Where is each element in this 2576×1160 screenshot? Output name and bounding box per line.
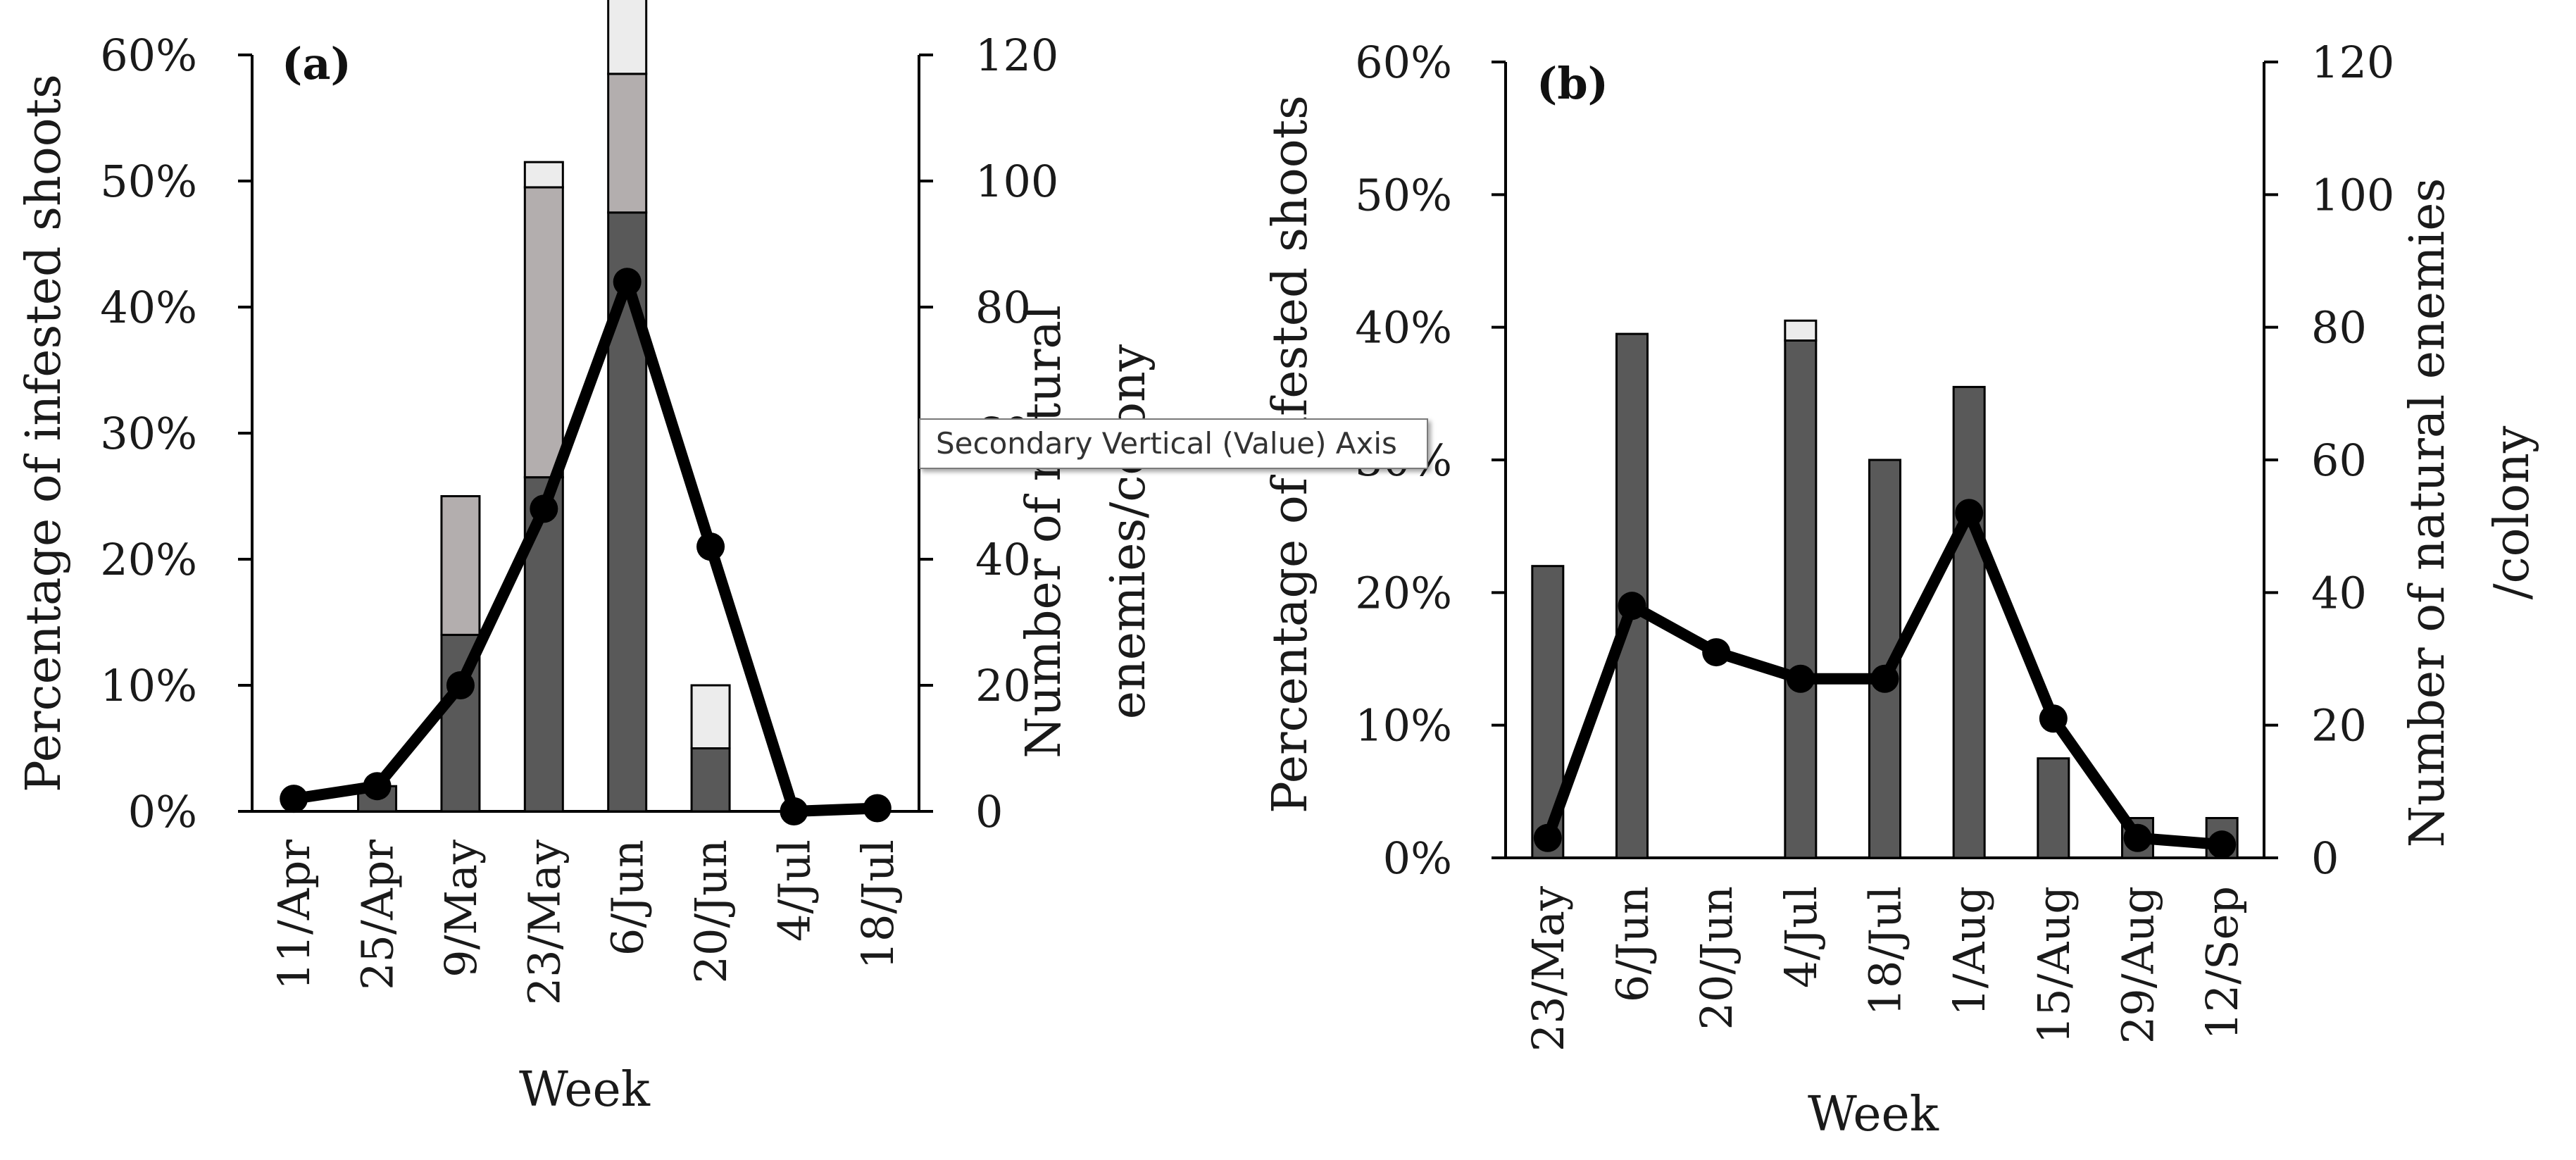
bar-light	[523, 161, 564, 189]
y-tick-label: 60%	[100, 30, 197, 81]
panel-label: (b)	[1537, 58, 1608, 109]
y-tick-label: 20%	[100, 534, 197, 585]
y-tick-label: 10%	[1355, 700, 1452, 751]
y-tick-label: 10%	[100, 660, 197, 711]
line-point	[530, 494, 558, 523]
y2-tick-label: 20	[975, 660, 1031, 711]
y2-axis-title-line: /colony	[2484, 425, 2540, 599]
y-tick-label: 40%	[100, 282, 197, 333]
x-tick-label: 20/Jun	[685, 840, 737, 984]
x-tick-label: 18/Jul	[852, 840, 904, 969]
x-tick-label: 25/Apr	[352, 840, 404, 990]
y-tick-label: 50%	[100, 156, 197, 207]
bar-mid	[523, 186, 564, 479]
line-point	[1702, 638, 1731, 667]
y-tick-label: 30%	[100, 408, 197, 459]
bar-light	[1784, 319, 1818, 342]
y2-tick-label: 120	[2311, 37, 2394, 88]
x-tick-label: 1/Aug	[1944, 886, 1995, 1016]
x-axis-title: Week	[519, 1062, 651, 1118]
bar-mid	[607, 73, 648, 214]
line-point	[613, 268, 642, 297]
y2-axis-title-line: Number of natural enemies	[2400, 178, 2456, 848]
y2-tick-label: 0	[975, 786, 1003, 837]
y-tick-label: 60%	[1355, 37, 1452, 88]
x-tick-label: 9/May	[435, 840, 487, 978]
y-tick-label: 20%	[1355, 567, 1452, 618]
y-tick-label: 0%	[1383, 832, 1452, 884]
y2-tick-label: 20	[2311, 700, 2367, 751]
y-tick-label: 50%	[1355, 169, 1452, 220]
bar-dark	[1952, 385, 1986, 859]
x-tick-label: 23/May	[1523, 886, 1574, 1052]
y2-tick-label: 120	[975, 30, 1058, 81]
line-point	[1786, 664, 1815, 693]
x-tick-label: 12/Sep	[2196, 886, 2248, 1040]
y2-tick-label: 100	[975, 156, 1058, 207]
x-tick-label: 23/May	[518, 840, 570, 1005]
natural-enemies-line	[292, 276, 878, 817]
x-tick-label: 29/Aug	[2113, 886, 2164, 1044]
bar-mid	[440, 495, 481, 636]
line-point	[1618, 592, 1646, 620]
bar-light	[690, 684, 731, 749]
panel-label: (a)	[282, 38, 351, 89]
line-point	[780, 797, 808, 825]
line-point	[696, 532, 725, 561]
y2-tick-label: 60	[2311, 435, 2367, 486]
y2-tick-label: 80	[2311, 302, 2367, 354]
x-tick-label: 4/Jul	[1775, 886, 1827, 988]
line-point	[863, 794, 892, 823]
y2-tick-label: 40	[2311, 567, 2367, 618]
line-point	[446, 671, 475, 699]
line-point	[1955, 499, 1984, 528]
x-tick-label: 11/Apr	[268, 840, 320, 990]
panel-a-chart: 0%10%20%30%40%50%60%02040608010012011/Ap…	[16, 0, 1156, 1118]
x-tick-label: 20/Jun	[1691, 886, 1742, 1030]
x-tick-label: 18/Jul	[1860, 886, 1911, 1016]
x-axis-title: Week	[1808, 1087, 1939, 1142]
y-axis-title: Percentage of infested shoots	[16, 74, 72, 792]
x-tick-label: 6/Jun	[602, 840, 654, 956]
line-point	[2123, 823, 2152, 852]
line-point	[2039, 704, 2068, 733]
bar-light	[607, 0, 648, 75]
y2-tick-label: 100	[2311, 169, 2394, 220]
line-point	[363, 772, 392, 801]
line-point	[1870, 664, 1899, 693]
y2-axis-title-line: Number of natural	[1016, 305, 1072, 759]
bar-dark	[2037, 757, 2070, 859]
axis-tooltip: Secondary Vertical (Value) Axis	[919, 418, 1428, 469]
y2-tick-label: 0	[2311, 832, 2339, 884]
x-tick-label: 15/Aug	[2028, 886, 2080, 1044]
x-tick-label: 4/Jul	[768, 840, 820, 942]
y2-tick-label: 40	[975, 534, 1031, 585]
line-point	[1533, 823, 1562, 852]
panel-b-chart: 0%10%20%30%40%50%60%02040608010012023/Ma…	[1263, 37, 2540, 1142]
line-point	[280, 785, 308, 813]
y-tick-label: 40%	[1355, 302, 1452, 354]
bar-dark	[690, 747, 731, 813]
y-tick-label: 0%	[128, 786, 197, 837]
x-tick-label: 6/Jun	[1607, 886, 1658, 1002]
y2-axis-title-line: enemies/colony	[1101, 344, 1156, 719]
line-point	[2208, 830, 2237, 859]
y2-tick-label: 80	[975, 282, 1031, 333]
bar-dark	[1784, 339, 1818, 859]
